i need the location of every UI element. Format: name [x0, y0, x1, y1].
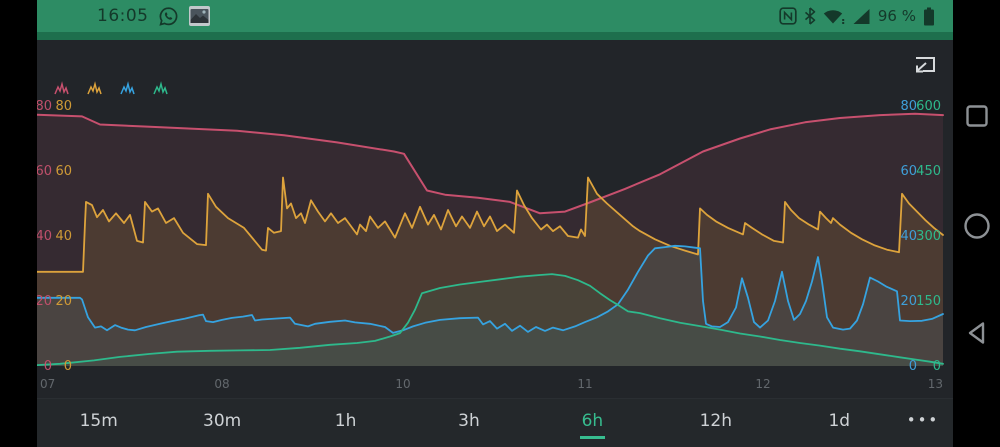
range-option-label: 1h — [334, 411, 357, 431]
android-nav-bar — [953, 0, 1000, 447]
series-pink-area — [37, 113, 943, 366]
range-option-1d[interactable]: 1d — [778, 399, 901, 447]
status-bar-shadow — [37, 32, 953, 40]
series-orange-line — [37, 176, 944, 273]
y-axis-label-left-pink: 80 — [37, 99, 52, 114]
y-axis-label-right-blue: 40 — [900, 229, 917, 244]
y-axis-label-left-orange: 80 — [55, 99, 72, 114]
range-option-label: 1d — [828, 411, 851, 431]
range-option-30m[interactable]: 30m — [160, 399, 283, 447]
range-option-15m[interactable]: 15m — [37, 399, 160, 447]
notch-strip — [0, 0, 37, 447]
battery-icon — [924, 7, 934, 25]
battery-percentage: 96 % — [877, 7, 916, 25]
x-axis-label: 12 — [755, 377, 770, 391]
x-axis-label: 08 — [214, 377, 229, 391]
clock-text: 16:05 — [97, 6, 149, 26]
range-option-label: 6h — [579, 407, 606, 439]
back-triangle-icon — [968, 322, 984, 344]
y-axis-label-left-pink: 0 — [44, 359, 52, 374]
signal-icon — [853, 8, 870, 24]
blue-sparkline-legend-icon[interactable] — [120, 81, 135, 95]
range-option-label: 12h — [699, 411, 733, 431]
exit-fullscreen-button[interactable] — [909, 52, 939, 78]
nfc-icon — [779, 7, 797, 25]
range-items: 15m 30m 1h 3h 6h 12h 1d — [37, 399, 901, 447]
wifi-icon — [823, 9, 845, 24]
x-axis-label: 07 — [40, 377, 55, 391]
range-option-label: 15m — [79, 411, 118, 431]
y-axis-label-left-orange: 60 — [55, 164, 72, 179]
series-green-line — [37, 273, 944, 366]
range-option-12h[interactable]: 12h — [654, 399, 777, 447]
y-axis-label-left-orange: 20 — [55, 294, 72, 309]
y-axis-label-right-green: 150 — [916, 294, 941, 309]
y-axis-label-right-green: 600 — [916, 99, 941, 114]
app-window: 16:05 — [37, 0, 953, 447]
home-button[interactable] — [953, 206, 1000, 246]
y-axis-label-right-blue: 80 — [900, 99, 917, 114]
recents-button[interactable] — [953, 96, 1000, 136]
x-axis-label: 11 — [577, 377, 592, 391]
y-axis-label-left-orange: 40 — [55, 229, 72, 244]
x-axis-label: 13 — [928, 377, 943, 391]
chart-area[interactable]: 80 60 40 20 0 80 60 40 20 0 80 60 40 20 0 600 450 300 150 0… — [37, 40, 953, 398]
multi-series-line-chart[interactable]: 8060402008060402008060402006004503001500… — [37, 40, 953, 398]
y-axis-label-right-blue: 0 — [909, 359, 917, 374]
y-axis-label-right-green: 300 — [916, 229, 941, 244]
series-green-area — [37, 274, 943, 366]
status-right: 96 % — [779, 7, 935, 26]
home-circle-icon — [963, 213, 990, 239]
range-option-1h[interactable]: 1h — [284, 399, 407, 447]
green-sparkline-legend-icon[interactable] — [153, 81, 168, 95]
range-option-6h[interactable]: 6h — [531, 399, 654, 447]
series-blue-line — [37, 244, 944, 334]
y-axis-label-right-blue: 60 — [900, 164, 917, 179]
range-option-label: 30m — [203, 411, 242, 431]
y-axis-label-right-green: 450 — [916, 164, 941, 179]
more-ranges-button[interactable]: ••• — [906, 411, 940, 429]
bluetooth-icon — [804, 7, 816, 25]
back-button[interactable] — [953, 313, 1000, 353]
y-axis-label-right-green: 0 — [933, 359, 941, 374]
x-axis-label: 10 — [395, 377, 410, 391]
pink-sparkline-legend-icon[interactable] — [54, 81, 69, 95]
exit-fullscreen-icon — [916, 57, 935, 73]
status-bar: 16:05 — [37, 0, 953, 32]
series-blue-area — [37, 245, 943, 366]
range-option-3h[interactable]: 3h — [407, 399, 530, 447]
status-left: 16:05 — [97, 5, 211, 27]
time-range-selector: 15m 30m 1h 3h 6h 12h 1d ••• — [37, 398, 953, 447]
thumbnail-app-icon — [188, 6, 210, 26]
y-axis-label-left-pink: 60 — [37, 164, 52, 179]
range-option-label: 3h — [458, 411, 480, 431]
y-axis-label-right-blue: 20 — [900, 294, 917, 309]
whatsapp-icon — [158, 6, 177, 26]
y-axis-label-left-orange: 0 — [64, 359, 72, 374]
y-axis-label-left-pink: 20 — [37, 294, 52, 309]
y-axis-label-left-pink: 40 — [37, 229, 52, 244]
recents-square-icon — [965, 105, 988, 127]
orange-sparkline-legend-icon[interactable] — [87, 81, 102, 95]
